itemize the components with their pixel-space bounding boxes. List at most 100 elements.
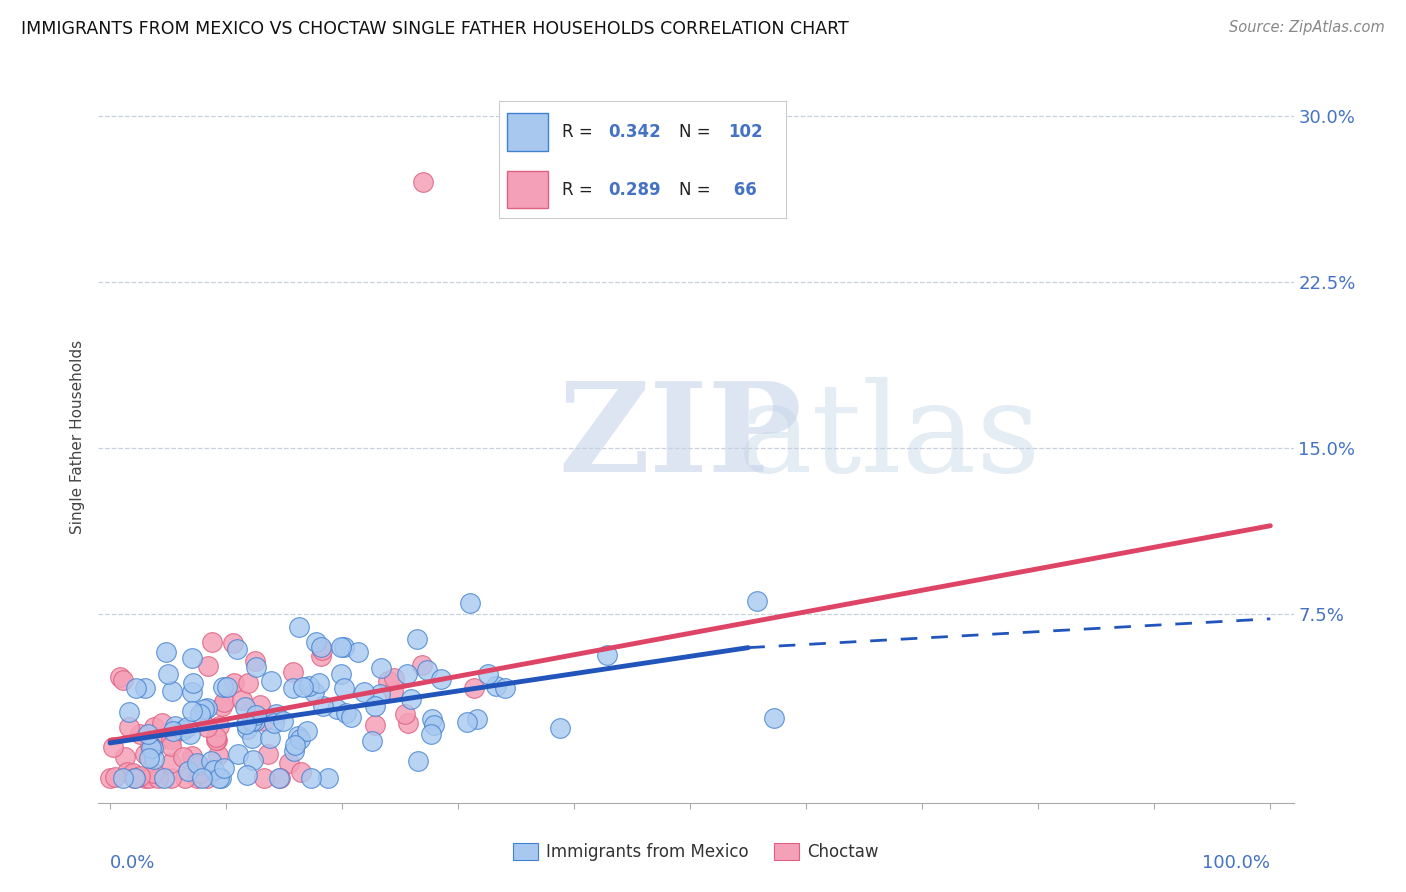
Point [195, 719, 218, 733]
Point [422, 712, 444, 726]
Point [101, 740, 124, 755]
Point [174, 772, 197, 786]
Point [368, 687, 391, 701]
Point [353, 685, 375, 699]
Point [222, 636, 245, 650]
Point [494, 681, 516, 696]
Point [260, 673, 283, 688]
Point [291, 681, 314, 695]
Point [134, 681, 156, 696]
Point [202, 763, 225, 777]
Point [762, 711, 785, 725]
Point [411, 658, 433, 673]
Point [146, 772, 169, 786]
Point [290, 764, 312, 779]
Point [277, 756, 299, 770]
Point [188, 707, 211, 722]
Point [156, 667, 179, 681]
Point [211, 699, 233, 714]
Point [396, 716, 419, 731]
Point [129, 769, 152, 783]
Point [416, 663, 439, 677]
Point [377, 673, 399, 688]
Point [485, 679, 508, 693]
Point [205, 730, 228, 744]
Text: 100.0%: 100.0% [1202, 854, 1270, 872]
Point [245, 659, 267, 673]
Text: atlas: atlas [738, 376, 1042, 498]
Point [160, 684, 183, 698]
Legend: Immigrants from Mexico, Choctaw: Immigrants from Mexico, Choctaw [506, 836, 886, 868]
Point [172, 723, 194, 738]
Point [177, 764, 200, 779]
Point [249, 698, 271, 713]
Point [143, 720, 166, 734]
Point [596, 648, 619, 662]
Point [370, 661, 392, 675]
Point [165, 719, 187, 733]
Point [155, 645, 177, 659]
Point [312, 699, 335, 714]
Point [257, 747, 280, 761]
Point [139, 740, 162, 755]
Text: ZIP: ZIP [558, 376, 803, 498]
Point [112, 772, 135, 786]
Point [281, 665, 304, 679]
Point [118, 705, 141, 719]
Point [207, 772, 229, 786]
Point [309, 648, 332, 663]
Point [406, 632, 429, 647]
Point [245, 708, 267, 723]
Point [308, 676, 330, 690]
Point [423, 718, 446, 732]
Point [406, 754, 429, 768]
Point [458, 596, 481, 610]
Point [288, 620, 311, 634]
Point [242, 753, 264, 767]
Point [195, 772, 218, 786]
Point [295, 724, 318, 739]
Point [420, 727, 443, 741]
Point [329, 640, 352, 654]
Point [235, 699, 257, 714]
Point [201, 635, 224, 649]
Point [188, 757, 211, 772]
Point [283, 744, 305, 758]
Point [191, 772, 214, 786]
Point [747, 593, 769, 607]
Point [298, 679, 321, 693]
Point [153, 772, 176, 786]
Point [204, 733, 226, 747]
Point [200, 755, 222, 769]
Point [548, 722, 571, 736]
Point [180, 748, 202, 763]
Point [118, 720, 141, 734]
Point [195, 700, 218, 714]
Point [112, 673, 135, 688]
Point [236, 676, 259, 690]
Point [363, 718, 385, 732]
Point [240, 731, 263, 745]
Point [333, 640, 356, 654]
Point [326, 702, 349, 716]
Point [477, 666, 499, 681]
Point [394, 706, 416, 721]
Point [138, 772, 160, 786]
Point [122, 772, 145, 786]
Point [259, 731, 281, 745]
Point [205, 732, 228, 747]
Point [309, 640, 332, 654]
Point [333, 681, 356, 696]
Point [347, 645, 370, 659]
Point [215, 681, 238, 695]
Point [176, 720, 198, 734]
Point [236, 767, 259, 781]
Point [108, 670, 131, 684]
Point [149, 732, 172, 747]
Point [117, 765, 139, 780]
Point [209, 772, 232, 786]
Text: Source: ZipAtlas.com: Source: ZipAtlas.com [1229, 20, 1385, 35]
Point [212, 680, 235, 694]
Point [430, 672, 453, 686]
Point [134, 771, 156, 785]
